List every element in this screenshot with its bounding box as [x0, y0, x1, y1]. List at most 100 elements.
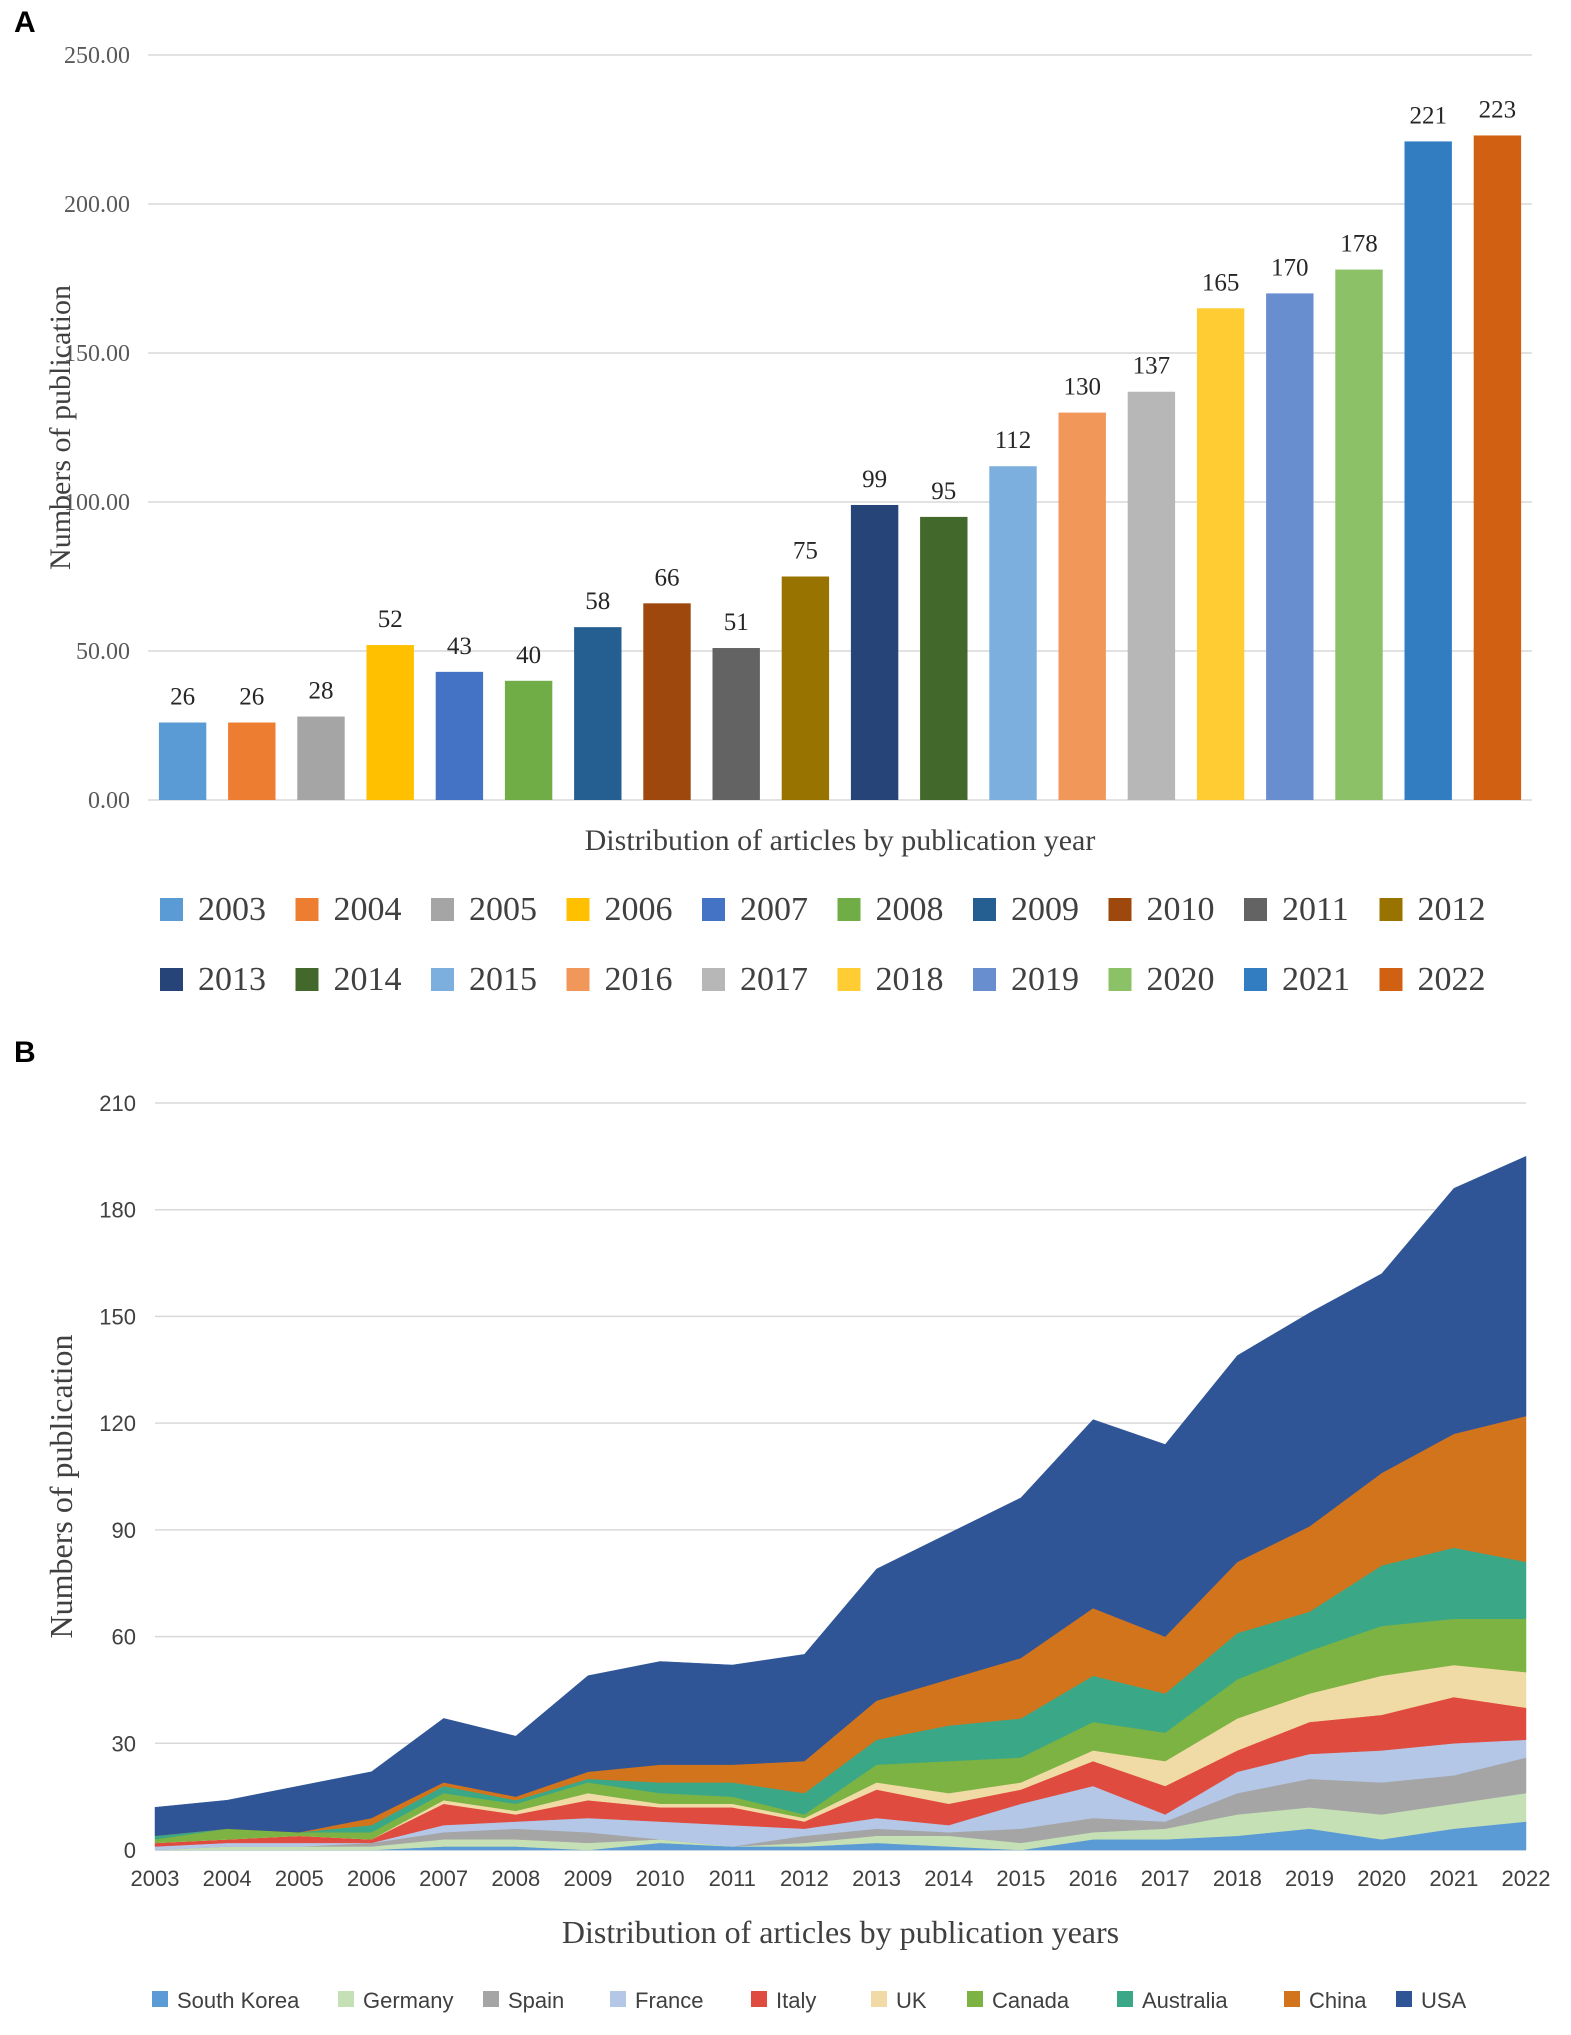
legend-item: 2006 — [566, 891, 673, 928]
legend-item: South Korea — [152, 1988, 300, 2013]
bar-chart: 0.00 50.00 100.00 150.00 200.00 250.00 26 26 28 5… — [44, 43, 1532, 998]
y-axis-title: Numbers of publication — [44, 285, 77, 570]
legend-swatch — [566, 898, 590, 921]
bar-2020 — [1335, 269, 1383, 800]
y-tick-label: 50.00 — [76, 639, 130, 665]
panel-b-label: B — [14, 1036, 36, 1069]
bar-2018 — [1196, 308, 1245, 800]
legend-label: 2008 — [876, 891, 944, 928]
y-tick-label: 250.00 — [64, 43, 130, 69]
legend-swatch — [973, 898, 996, 921]
legend-label: 2010 — [1147, 891, 1215, 928]
data-label: 137 — [1133, 353, 1171, 380]
legend-item: Spain — [483, 1988, 564, 2013]
bar-2003 — [158, 722, 207, 800]
legend-item: 2004 — [295, 891, 402, 928]
legend-swatch — [967, 1991, 983, 2007]
legend-swatch — [295, 968, 319, 991]
legend-item: France — [610, 1988, 703, 2013]
legend-swatch — [751, 1991, 767, 2007]
data-label: 58 — [585, 588, 610, 615]
legend-swatch — [1379, 968, 1403, 991]
legend-swatch — [702, 968, 725, 991]
legend-item: USA — [1396, 1988, 1467, 2013]
y-tick-label: 60 — [112, 1625, 136, 1650]
bar-2016 — [1058, 412, 1106, 800]
legend-label: 2015 — [469, 961, 537, 998]
legend-swatch — [871, 1991, 887, 2007]
legend-item: Italy — [751, 1988, 816, 2013]
legend-item: 2012 — [1379, 891, 1486, 928]
legend-item: 2015 — [431, 961, 537, 998]
legend-label: 2003 — [198, 891, 266, 928]
x-tick-label: 2013 — [852, 1866, 901, 1891]
data-label: 26 — [239, 684, 264, 711]
x-tick-label: 2019 — [1285, 1866, 1334, 1891]
bar-2011 — [712, 648, 760, 800]
x-tick-label: 2009 — [563, 1866, 612, 1891]
legend-label: 2005 — [469, 891, 537, 928]
data-label: 112 — [995, 427, 1032, 454]
x-tick-label: 2004 — [203, 1866, 252, 1891]
x-tick-label: 2015 — [996, 1866, 1045, 1891]
y-axis-title: Numbers of publication — [43, 1335, 79, 1639]
stacked-area-chart: 0 30 60 90 120 150 180 210 2003 2004 2005 2006 2007 2… — [43, 1091, 1550, 2013]
legend-label: 2018 — [876, 961, 944, 998]
bar-2021 — [1404, 141, 1452, 801]
bar-2007 — [435, 671, 484, 800]
panel-a-label: A — [14, 6, 36, 39]
legend-item: 2020 — [1108, 961, 1215, 998]
data-label: 28 — [309, 678, 334, 705]
data-label: 165 — [1202, 269, 1240, 296]
x-tick-label: 2020 — [1357, 1866, 1406, 1891]
legend-label: Italy — [776, 1988, 816, 2013]
bar-2006 — [366, 645, 414, 800]
x-tick-label: 2005 — [275, 1866, 324, 1891]
legend-label: South Korea — [177, 1988, 300, 2013]
bar-2017 — [1127, 391, 1176, 800]
legend-item: Canada — [967, 1988, 1070, 2013]
data-label: 51 — [724, 609, 749, 636]
bar-2022 — [1473, 135, 1522, 800]
y-tick-label: 0.00 — [88, 788, 130, 814]
data-label: 223 — [1479, 96, 1517, 123]
y-tick-label: 30 — [112, 1731, 136, 1756]
legend-swatch — [295, 898, 319, 921]
bar-2010 — [643, 603, 691, 800]
y-tick-label: 0 — [124, 1838, 136, 1863]
x-tick-label: 2011 — [709, 1866, 756, 1891]
bar-2008 — [504, 680, 553, 800]
x-axis-title: Distribution of articles by publication … — [562, 1914, 1119, 1950]
legend-label: Spain — [508, 1988, 564, 2013]
y-tick-label: 90 — [112, 1518, 136, 1543]
y-tick-label: 210 — [99, 1091, 136, 1116]
y-tick-label: 200.00 — [64, 192, 130, 218]
legend-swatch — [431, 968, 454, 991]
legend-swatch — [152, 1991, 168, 2007]
legend-swatch — [1108, 898, 1132, 921]
legend-item: 2013 — [160, 961, 266, 998]
legend-item: 2017 — [702, 961, 808, 998]
legend-label: 2004 — [334, 891, 402, 928]
legend-label: 2009 — [1011, 891, 1079, 928]
legend-label: 2007 — [740, 891, 808, 928]
legend-item: 2009 — [973, 891, 1079, 928]
legend-label: Canada — [992, 1988, 1070, 2013]
legend-label: Germany — [363, 1988, 453, 2013]
legend-label: 2006 — [605, 891, 673, 928]
x-tick-label: 2018 — [1213, 1866, 1262, 1891]
y-tick-label: 100.00 — [64, 490, 130, 516]
legend-item: China — [1284, 1988, 1367, 2013]
legend-swatch — [837, 898, 861, 921]
legend-swatch — [610, 1991, 626, 2007]
legend-item: 2003 — [160, 891, 266, 928]
x-tick-label: 2021 — [1429, 1866, 1478, 1891]
y-tick-label: 120 — [99, 1411, 136, 1436]
legend-swatch — [1244, 968, 1267, 991]
legend-label: USA — [1421, 1988, 1467, 2013]
legend-swatch — [1244, 898, 1267, 921]
legend-label: 2012 — [1418, 891, 1486, 928]
legend-swatch — [1284, 1991, 1300, 2007]
x-tick-label: 2003 — [131, 1866, 180, 1891]
legend-swatch — [483, 1991, 499, 2007]
